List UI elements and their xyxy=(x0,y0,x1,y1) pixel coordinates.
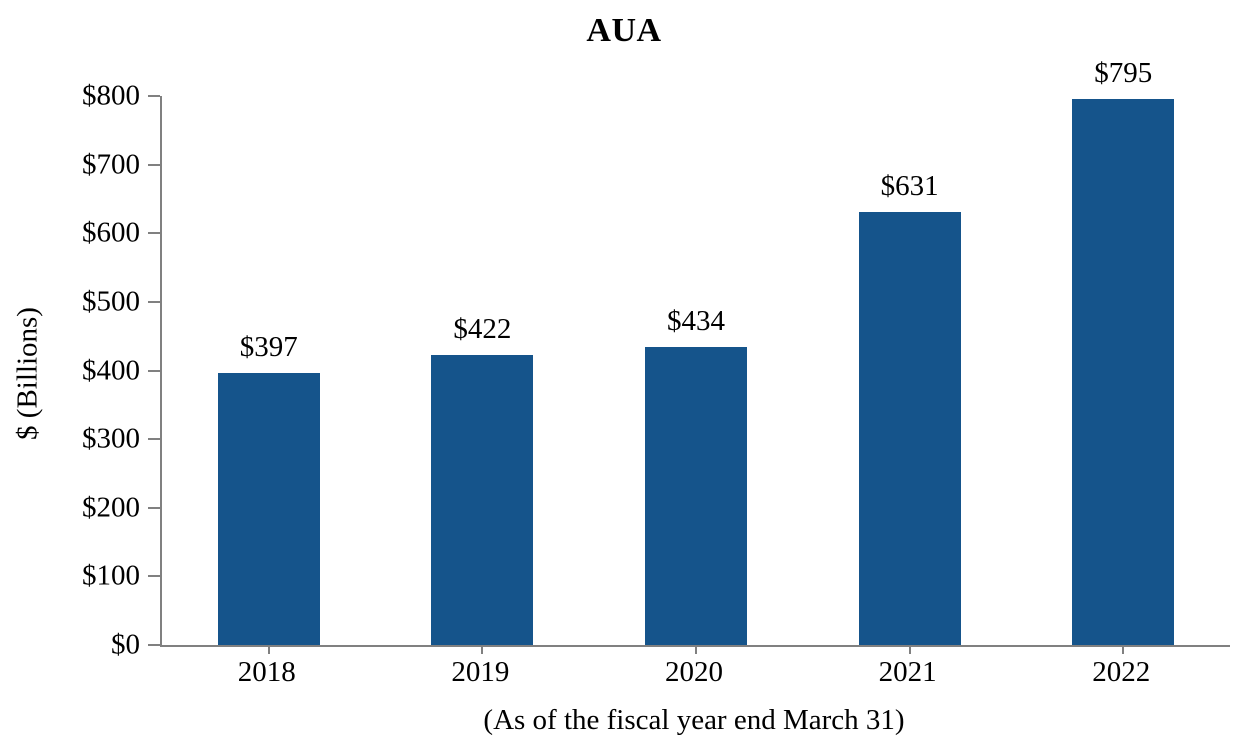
y-tick-label-800: $800 xyxy=(82,79,140,112)
x-axis-caption: (As of the fiscal year end March 31) xyxy=(483,704,905,736)
bar-2018 xyxy=(217,372,320,645)
x-tick-label-2019: 2019 xyxy=(451,656,510,688)
y-tick-mark-400 xyxy=(148,369,160,372)
x-tick-label-2018: 2018 xyxy=(237,656,296,688)
bar-value-label-2020: $434 xyxy=(667,305,725,338)
y-tick-label-200: $200 xyxy=(82,491,140,524)
x-tick-mark-2020 xyxy=(695,645,697,654)
y-tick-mark-200 xyxy=(148,506,160,509)
y-tick-mark-800 xyxy=(148,95,160,97)
y-tick-mark-500 xyxy=(148,300,160,303)
y-axis-title: $ (Billions) xyxy=(11,307,44,440)
x-tick-label-2021: 2021 xyxy=(878,656,937,688)
y-tick-mark-0 xyxy=(148,644,160,646)
y-tick-mark-100 xyxy=(148,575,160,578)
plot-area: $397 $422 $434 $631 $795 xyxy=(148,59,1230,654)
x-tick-mark-2019 xyxy=(481,645,484,654)
y-tick-label-0: $0 xyxy=(111,628,140,661)
y-tick-mark-300 xyxy=(148,438,160,441)
y-tick-label-600: $600 xyxy=(82,216,140,249)
y-tick-label-500: $500 xyxy=(82,285,140,318)
y-tick-mark-600 xyxy=(148,232,160,235)
y-tick-label-300: $300 xyxy=(82,422,140,455)
y-tick-label-100: $100 xyxy=(82,559,140,592)
bar-value-label-2021: $631 xyxy=(880,169,939,202)
y-tick-label-400: $400 xyxy=(82,354,140,386)
x-tick-label-2022: 2022 xyxy=(1092,656,1151,688)
x-tick-mark-2022 xyxy=(1122,645,1125,654)
bar-value-label-2019: $422 xyxy=(453,313,512,346)
x-tick-mark-2018 xyxy=(267,645,270,654)
chart-title: AUA xyxy=(586,12,662,49)
bar-2021 xyxy=(858,211,961,645)
bar-value-label-2022: $795 xyxy=(1094,57,1153,90)
y-tick-label-700: $700 xyxy=(82,148,140,181)
x-tick-mark-2021 xyxy=(908,645,911,654)
bar-2019 xyxy=(431,355,534,645)
bar-2020 xyxy=(645,347,747,645)
y-tick-mark-700 xyxy=(148,163,160,166)
x-tick-label-2020: 2020 xyxy=(665,656,723,688)
bar-value-label-2018: $397 xyxy=(239,330,298,363)
bar-2022 xyxy=(1072,99,1175,645)
